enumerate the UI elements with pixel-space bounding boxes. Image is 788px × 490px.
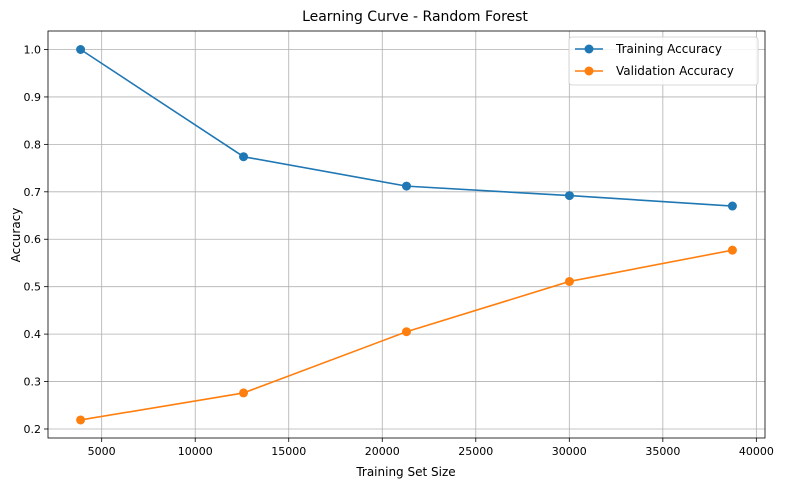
x-axis-label: Training Set Size xyxy=(355,465,455,479)
y-tick-label: 0.9 xyxy=(24,91,42,104)
validation-accuracy-point xyxy=(727,245,737,255)
training-accuracy-point xyxy=(402,181,411,191)
chart-title: Learning Curve - Random Forest xyxy=(302,9,528,25)
x-tick-label: 25000 xyxy=(458,445,493,458)
x-tick-label: 30000 xyxy=(552,445,587,458)
legend-box xyxy=(568,36,759,86)
validation-accuracy-point xyxy=(76,415,86,425)
y-tick-label: 1.0 xyxy=(24,44,42,57)
validation-accuracy-point xyxy=(239,388,249,398)
legend: Training Accuracy Validation Accuracy xyxy=(568,36,759,86)
training-accuracy-point xyxy=(727,201,737,211)
y-axis-label: Accuracy xyxy=(9,208,23,263)
series-layer xyxy=(76,45,737,425)
validation-accuracy-point xyxy=(402,327,411,337)
x-tick-label: 15000 xyxy=(271,445,306,458)
y-tick-label: 0.3 xyxy=(24,376,42,389)
x-tick-label: 40000 xyxy=(739,445,774,458)
y-tick-label: 0.5 xyxy=(24,281,42,294)
training-accuracy-point xyxy=(76,45,86,54)
validation-accuracy-legend-marker xyxy=(584,66,594,76)
y-tick-label: 0.2 xyxy=(24,423,42,436)
training-accuracy-point xyxy=(564,191,574,201)
x-tick-label: 5000 xyxy=(88,445,116,458)
training-accuracy-legend-label: Training Accuracy xyxy=(615,42,722,56)
validation-accuracy-point xyxy=(564,276,574,286)
plot-area-frame xyxy=(47,30,766,439)
x-tick-label: 10000 xyxy=(178,445,213,458)
training-accuracy-legend-marker xyxy=(584,44,594,54)
x-tick-label: 20000 xyxy=(365,445,400,458)
axis-ticks: 5000 10000 15000 20000 25000 30000 35000 40000 0… xyxy=(24,44,774,459)
validation-accuracy-legend-label: Validation Accuracy xyxy=(616,64,734,78)
training-accuracy-point xyxy=(239,152,249,162)
y-tick-label: 0.8 xyxy=(24,138,42,151)
y-tick-label: 0.6 xyxy=(24,233,42,246)
y-tick-label: 0.4 xyxy=(24,328,42,341)
y-tick-label: 0.7 xyxy=(24,186,42,199)
x-tick-label: 35000 xyxy=(645,445,680,458)
